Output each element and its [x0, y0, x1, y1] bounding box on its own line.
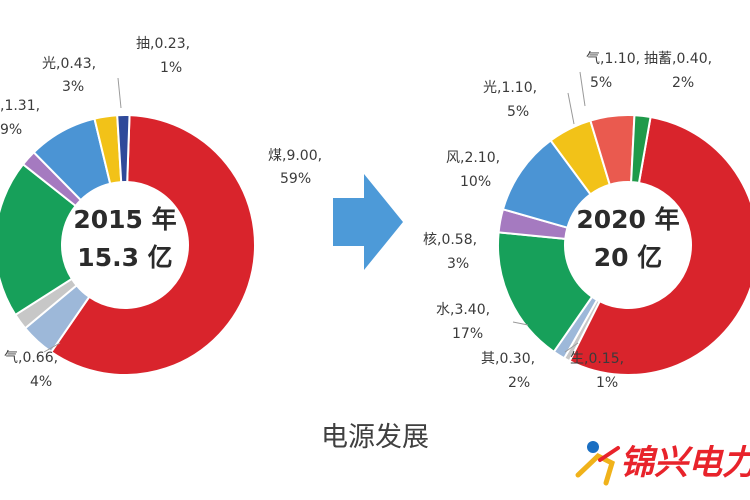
label-2020-gas-pct: 5% [590, 75, 612, 91]
label-2020-other-pct: 2% [508, 375, 530, 391]
donut-2015-slice-3 [0, 162, 78, 317]
center-title-2015-year: 2015 年 [73, 205, 176, 234]
runner-arm [598, 446, 620, 462]
label-2020-nuclear-pct: 3% [447, 256, 469, 272]
runner-head [587, 441, 599, 453]
labels-2015: 煤,9.00, 59% 气,0.66, 4% ,1.31, 9% 光,0.43,… [0, 36, 322, 390]
label-2015-wind-pct: 9% [0, 122, 22, 138]
label-2015-coal-pct: 59% [280, 171, 311, 187]
label-2015-pumped: 抽,0.23, [136, 36, 190, 52]
label-2015-solar-pct: 3% [62, 79, 84, 95]
label-2020-hydro-pct: 17% [452, 326, 483, 342]
leader-line-2015-pumped [117, 77, 122, 109]
label-2015-gas: 气,0.66, [4, 350, 58, 366]
label-2015-coal: 煤,9.00, [268, 148, 322, 164]
label-2020-nuclear: 核,0.58, [423, 232, 477, 248]
logo-text: 锦兴电力 [620, 443, 750, 483]
label-2020-bio-pct: 1% [596, 375, 618, 391]
label-2015-gas-pct: 4% [30, 374, 52, 390]
donut-2015 [0, 114, 256, 376]
label-2020-hydro: 水,3.40, [436, 302, 490, 318]
logo: 锦兴电力 [575, 441, 750, 486]
label-2020-wind: 风,2.10, [446, 150, 500, 166]
label-2015-wind: ,1.31, [0, 98, 40, 114]
label-2020-solar: 光,1.10, [483, 80, 537, 96]
donut-2020-slice-0 [568, 115, 750, 376]
label-2015-solar: 光,0.43, [42, 56, 96, 72]
arrow-right-icon [333, 174, 403, 270]
leader-lines [43, 71, 586, 353]
runner-body [575, 452, 615, 486]
leader-line-2020-gas [579, 71, 586, 107]
leader-line-2020-hydro [512, 321, 529, 326]
leader-line-2020-bio [564, 342, 579, 353]
labels-2020: 气,1.10, 5% 抽蓄,0.40, 2% 光,1.10, 5% 风,2.10… [423, 51, 712, 391]
label-2020-gas: 气,1.10, [586, 51, 640, 67]
leader-line-2020-solar [567, 92, 575, 125]
label-2020-solar-pct: 5% [507, 104, 529, 120]
leader-line-2015-gas [43, 342, 61, 353]
donut-2020-slice-8 [630, 114, 652, 185]
label-2020-bio: 生,0.15, [570, 351, 624, 367]
donut-2015-slice-7 [116, 114, 131, 184]
label-2020-other: 其,0.30, [481, 351, 535, 367]
donut-2015-slice-0 [49, 114, 256, 376]
donut-2020 [497, 114, 750, 376]
label-2020-pumped-pct: 2% [672, 75, 694, 91]
runner-icon [575, 441, 620, 486]
label-2020-wind-pct: 10% [460, 174, 491, 190]
label-2020-pumped: 抽蓄,0.40, [644, 51, 712, 67]
label-2015-pumped-pct: 1% [160, 60, 182, 76]
center-title-2020-total: 20 亿 [594, 243, 663, 272]
caption: 电源发展 [321, 422, 429, 453]
center-title-2015-total: 15.3 亿 [77, 243, 172, 272]
center-title-2020-year: 2020 年 [576, 205, 679, 234]
